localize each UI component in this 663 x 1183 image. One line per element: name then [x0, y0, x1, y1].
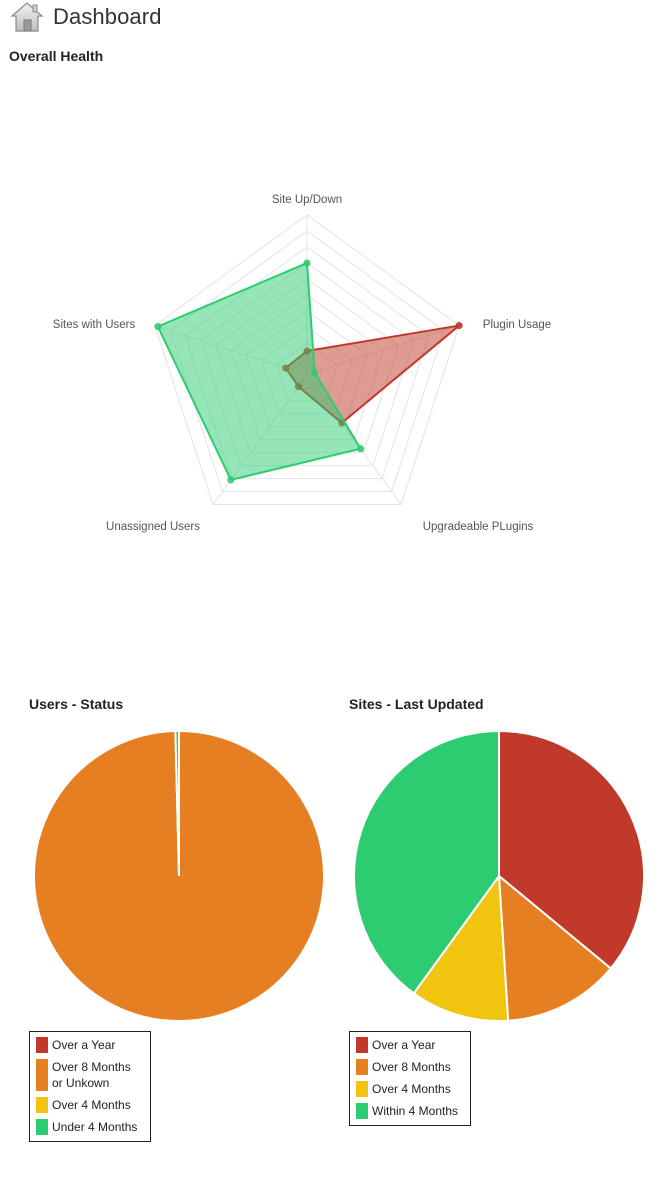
radar-point [311, 369, 319, 377]
legend-label: Over 8 Months or Unkown [52, 1060, 131, 1090]
legend-label: Over a Year [372, 1038, 436, 1052]
legend-item: Over 4 Months [356, 1081, 464, 1097]
radar-point [303, 259, 311, 267]
radar-axis-label: Site Up/Down [272, 194, 342, 206]
home-icon [10, 2, 44, 32]
legend-swatch [36, 1119, 48, 1135]
radar-chart: Site Up/Down Plugin Usage Upgradeable PLug… [53, 194, 551, 533]
radar-point [227, 476, 235, 484]
overall-health-title: Overall Health [9, 48, 104, 64]
pie-slice [33, 729, 325, 1022]
users-status-title: Users - Status [29, 696, 124, 712]
legend-item: Under 4 Months [36, 1119, 144, 1135]
legend-swatch [356, 1103, 368, 1119]
radar-axis-label: Unassigned Users [106, 521, 200, 533]
users-status-legend: Over a Year Over 8 Months or Unkown Over… [29, 1031, 151, 1142]
legend-label: Over a Year [52, 1038, 116, 1052]
pie-slice [498, 729, 645, 970]
pie-slice [353, 729, 500, 995]
pie-slice [174, 729, 180, 877]
legend-label: Over 4 Months [52, 1098, 131, 1112]
legend-swatch [356, 1037, 368, 1053]
legend-item: Over 8 Months [356, 1059, 464, 1075]
legend-swatch [356, 1081, 368, 1097]
legend-swatch [356, 1059, 368, 1075]
pie-slice [412, 873, 510, 1022]
radar-axis-label: Sites with Users [53, 319, 136, 331]
radar-axis-label: Upgradeable PLugins [423, 521, 534, 533]
sites-updated-pie [353, 729, 645, 1022]
radar-labels: Site Up/Down Plugin Usage Upgradeable PLug… [53, 194, 551, 533]
legend-item: Within 4 Months [356, 1103, 464, 1119]
legend-label: Over 4 Months [372, 1082, 451, 1096]
page-header: Dashboard [10, 0, 162, 34]
legend-item: Over 4 Months [36, 1097, 144, 1113]
legend-label: Under 4 Months [52, 1120, 138, 1134]
pie-slice [497, 873, 613, 1022]
radar-series-area-1 [156, 261, 363, 482]
radar-point [455, 322, 463, 330]
legend-item: Over 8 Months or Unkown [36, 1059, 144, 1091]
page-title: Dashboard [53, 4, 162, 29]
legend-label: Within 4 Months [372, 1104, 459, 1118]
legend-item: Over a Year [36, 1037, 144, 1053]
legend-label: Over 8 Months [372, 1060, 451, 1074]
radar-axis-label: Plugin Usage [483, 319, 551, 331]
sites-updated-title: Sites - Last Updated [349, 696, 484, 712]
radar-series [154, 259, 463, 484]
users-status-pie [33, 729, 325, 1022]
radar-grid-ring [154, 214, 460, 505]
sites-updated-legend: Over a Year Over 8 Months Over 4 Months … [349, 1031, 471, 1126]
legend-swatch [36, 1059, 48, 1091]
legend-swatch [36, 1037, 48, 1053]
radar-point [357, 445, 365, 453]
legend-swatch [36, 1097, 48, 1113]
legend-item: Over a Year [356, 1037, 464, 1053]
radar-point [154, 323, 162, 331]
